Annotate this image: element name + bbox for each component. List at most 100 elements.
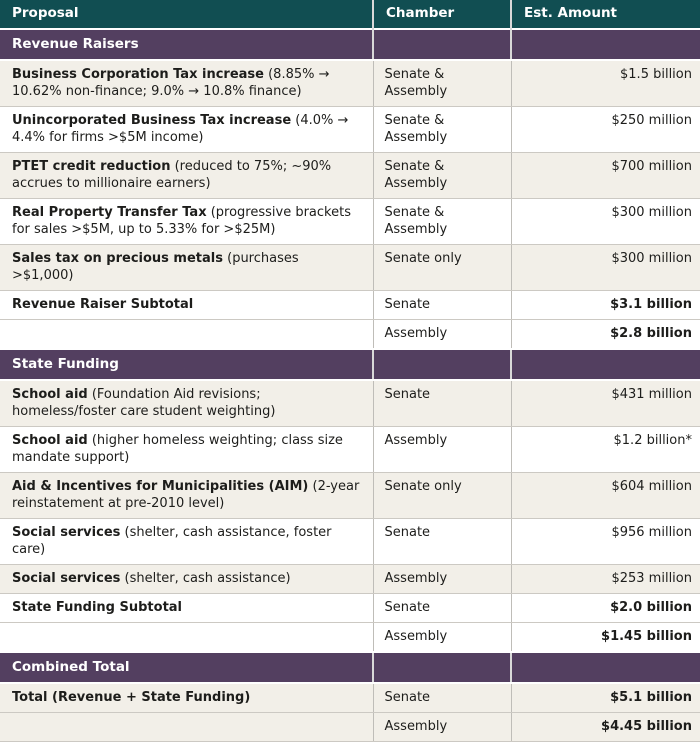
amount-cell: $4.45 billion <box>510 712 700 742</box>
section-title: Combined Total <box>0 651 373 684</box>
amount-cell: $431 million <box>510 380 700 427</box>
chamber-cell: Senate & Assembly <box>372 106 511 153</box>
proposal-name: Business Corporation Tax increase <box>12 67 264 82</box>
proposal-cell: Social services (shelter, cash assistanc… <box>0 564 373 594</box>
proposal-desc: (higher homeless weighting; class size m… <box>12 433 343 465</box>
chamber-cell: Senate <box>372 380 511 427</box>
proposal-name: Aid & Incentives for Municipalities (AIM… <box>12 479 309 494</box>
proposal-cell <box>0 319 373 350</box>
amount-cell: $253 million <box>510 564 700 594</box>
table-row: Aid & Incentives for Municipalities (AIM… <box>0 472 700 519</box>
proposal-cell: School aid (Foundation Aid revisions; ho… <box>0 380 373 427</box>
section-header-chamber-cell <box>372 28 511 61</box>
table-row: Unincorporated Business Tax increase (4.… <box>0 106 700 153</box>
column-header-proposal: Proposal <box>0 0 373 29</box>
proposal-cell: State Funding Subtotal <box>0 593 373 623</box>
table-row: State Funding Subtotal Senate $2.0 billi… <box>0 593 700 623</box>
table-row: Assembly $2.8 billion <box>0 319 700 350</box>
proposal-cell: Social services (shelter, cash assistanc… <box>0 518 373 565</box>
column-header-chamber: Chamber <box>372 0 511 29</box>
amount-cell: $5.1 billion <box>510 683 700 713</box>
proposal-cell: Revenue Raiser Subtotal <box>0 290 373 320</box>
proposal-cell: PTET credit reduction (reduced to 75%; ~… <box>0 152 373 199</box>
chamber-cell: Assembly <box>372 426 511 473</box>
proposal-name: Sales tax on precious metals <box>12 251 223 266</box>
proposal-cell: Sales tax on precious metals (purchases … <box>0 244 373 291</box>
amount-cell: $300 million <box>510 198 700 245</box>
proposal-cell: School aid (higher homeless weighting; c… <box>0 426 373 473</box>
table-row: Revenue Raiser Subtotal Senate $3.1 bill… <box>0 290 700 320</box>
proposal-name: School aid <box>12 433 88 448</box>
proposal-desc: (4.0% → 4.4% for firms >$5M income) <box>12 113 349 145</box>
amount-cell: $2.8 billion <box>510 319 700 350</box>
table-row: School aid (Foundation Aid revisions; ho… <box>0 380 700 427</box>
proposal-cell: Total (Revenue + State Funding) <box>0 683 373 713</box>
header-row: Proposal Chamber Est. Amount <box>0 0 700 29</box>
proposal-desc: (progressive brackets for sales >$5M, up… <box>12 205 351 237</box>
table-row: Assembly $1.45 billion <box>0 622 700 653</box>
section-header-chamber-cell <box>372 348 511 381</box>
chamber-cell: Assembly <box>372 622 511 653</box>
proposal-name: Revenue Raiser Subtotal <box>12 297 194 312</box>
proposal-name: School aid <box>12 387 88 402</box>
amount-cell: $300 million <box>510 244 700 291</box>
proposal-cell: Unincorporated Business Tax increase (4.… <box>0 106 373 153</box>
proposal-cell: Business Corporation Tax increase (8.85%… <box>0 60 373 107</box>
chamber-cell: Senate only <box>372 244 511 291</box>
section-header-amount-cell <box>510 348 700 381</box>
chamber-cell: Assembly <box>372 712 511 742</box>
proposal-desc: (shelter, cash assistance, foster care) <box>12 525 332 557</box>
proposal-desc: (shelter, cash assistance) <box>120 571 291 586</box>
section-header-row: Combined Total <box>0 651 700 684</box>
table-row: Sales tax on precious metals (purchases … <box>0 244 700 291</box>
chamber-cell: Senate <box>372 518 511 565</box>
proposal-cell <box>0 712 373 742</box>
chamber-cell: Senate <box>372 290 511 320</box>
proposal-desc: (reduced to 75%; ~90% accrues to million… <box>12 159 332 191</box>
proposal-desc: (2-year reinstatement at pre-2010 level) <box>12 479 360 511</box>
proposal-desc: (8.85% → 10.62% non-finance; 9.0% → 10.8… <box>12 67 330 99</box>
table-row: Assembly $4.45 billion <box>0 712 700 742</box>
proposal-desc: (Foundation Aid revisions; homeless/fost… <box>12 387 276 419</box>
amount-cell: $3.1 billion <box>510 290 700 320</box>
amount-cell: $250 million <box>510 106 700 153</box>
proposal-name: Unincorporated Business Tax increase <box>12 113 292 128</box>
section-title: State Funding <box>0 348 373 381</box>
table-row: Social services (shelter, cash assistanc… <box>0 518 700 565</box>
chamber-cell: Senate & Assembly <box>372 198 511 245</box>
chamber-cell: Senate & Assembly <box>372 152 511 199</box>
table-row: School aid (higher homeless weighting; c… <box>0 426 700 473</box>
proposal-cell: Real Property Transfer Tax (progressive … <box>0 198 373 245</box>
chamber-cell: Assembly <box>372 564 511 594</box>
amount-cell: $604 million <box>510 472 700 519</box>
chamber-cell: Senate only <box>372 472 511 519</box>
amount-cell: $1.5 billion <box>510 60 700 107</box>
proposal-cell <box>0 622 373 653</box>
column-header-est-amount: Est. Amount <box>510 0 700 29</box>
section-header-row: State Funding <box>0 348 700 381</box>
proposal-desc: (purchases >$1,000) <box>12 251 299 283</box>
amount-cell: $956 million <box>510 518 700 565</box>
amount-cell: $1.2 billion* <box>510 426 700 473</box>
proposal-name: Social services <box>12 525 121 540</box>
section-header-chamber-cell <box>372 651 511 684</box>
section-header-amount-cell <box>510 28 700 61</box>
section-header-row: Revenue Raisers <box>0 28 700 61</box>
table-row: Social services (shelter, cash assistanc… <box>0 564 700 594</box>
chamber-cell: Assembly <box>372 319 511 350</box>
section-header-amount-cell <box>510 651 700 684</box>
amount-cell: $700 million <box>510 152 700 199</box>
table-row: Total (Revenue + State Funding) Senate $… <box>0 683 700 713</box>
table-body: Revenue Raisers Business Corporation Tax… <box>0 28 700 742</box>
proposal-name: State Funding Subtotal <box>12 600 183 615</box>
chamber-cell: Senate <box>372 683 511 713</box>
chamber-cell: Senate & Assembly <box>372 60 511 107</box>
proposal-name: Real Property Transfer Tax <box>12 205 207 220</box>
proposal-name: PTET credit reduction <box>12 159 171 174</box>
chamber-cell: Senate <box>372 593 511 623</box>
proposal-cell: Aid & Incentives for Municipalities (AIM… <box>0 472 373 519</box>
amount-cell: $1.45 billion <box>510 622 700 653</box>
amount-cell: $2.0 billion <box>510 593 700 623</box>
table-header: Proposal Chamber Est. Amount <box>0 0 700 29</box>
